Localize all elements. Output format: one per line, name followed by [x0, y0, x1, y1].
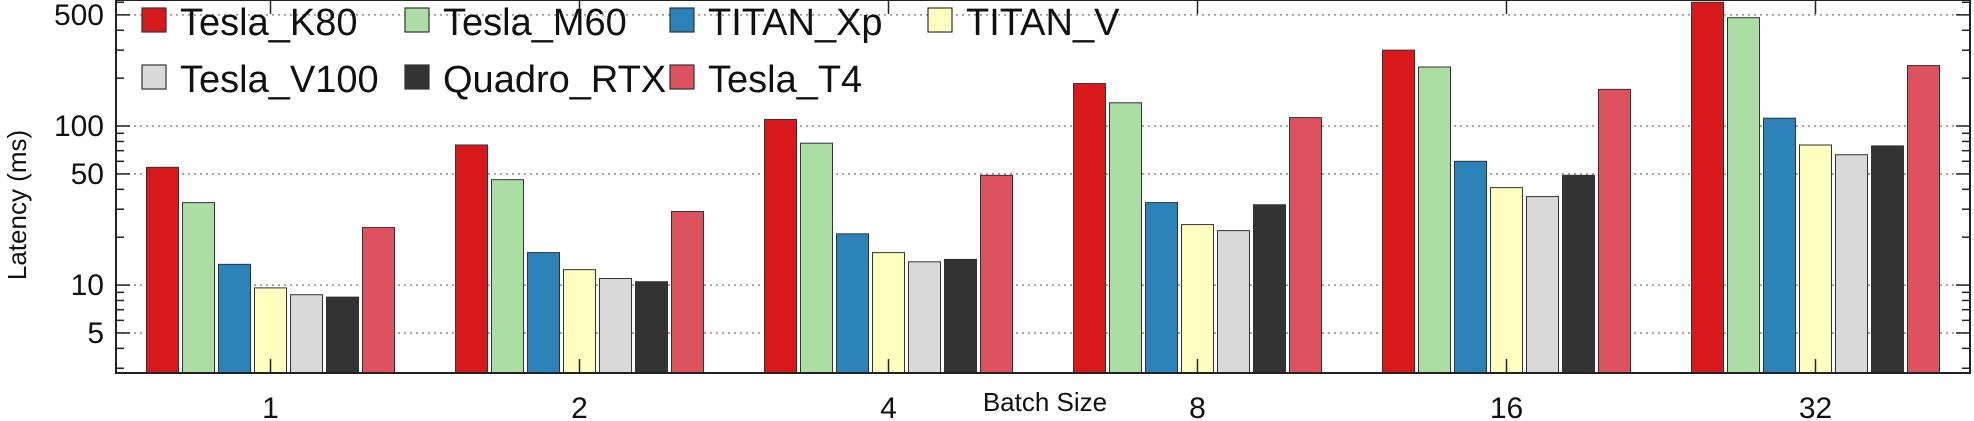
bar-titan-xp-batch-1: [218, 263, 251, 374]
legend: Tesla_K80 Tesla_M60 TITAN_Xp TITAN_V Tesla_V…: [141, 2, 1120, 101]
y-tick-label: 50: [71, 158, 104, 191]
y-axis-title: Latency (ms): [2, 130, 32, 280]
x-tick-label: 4: [880, 392, 897, 421]
x-tick-label: 8: [1189, 392, 1206, 421]
x-tick-label: 16: [1490, 392, 1523, 421]
bars: [146, 1, 1940, 374]
bar-tesla-k80-batch-4: [764, 118, 797, 374]
bar-tesla-v100-batch-2: [599, 277, 632, 374]
bar-tesla-t4-batch-1: [362, 227, 395, 374]
x-tick-label: 1: [262, 392, 279, 421]
bar-tesla-k80-batch-1: [146, 166, 179, 374]
y-tick-label: 10: [71, 269, 104, 302]
bar-titan-xp-batch-2: [527, 252, 560, 374]
bar-titan-xp-batch-4: [836, 233, 869, 374]
legend-item-tesla-m60: Tesla_M60: [404, 2, 627, 44]
bar-quadro-rtx-batch-32: [1871, 145, 1904, 374]
legend-label: Tesla_T4: [708, 59, 862, 101]
bar-tesla-v100-batch-32: [1835, 154, 1868, 374]
bar-tesla-v100-batch-16: [1526, 196, 1559, 374]
bar-tesla-t4-batch-4: [980, 174, 1013, 374]
bar-titan-xp-batch-8: [1145, 202, 1178, 374]
x-tick-labels: 1 2 4 8 16 32: [262, 392, 1832, 421]
legend-item-titan-xp: TITAN_Xp: [669, 2, 883, 44]
legend-label: Tesla_M60: [443, 2, 627, 44]
bar-titan-v-batch-1: [254, 287, 287, 374]
bar-tesla-v100-batch-4: [908, 261, 941, 374]
bar-quadro-rtx-batch-8: [1253, 204, 1286, 374]
bar-titan-v-batch-2: [563, 269, 596, 374]
y-tick-label: 100: [54, 110, 104, 143]
axis-ticks: [116, 0, 1970, 373]
legend-swatch: [141, 7, 167, 33]
bar-tesla-k80-batch-32: [1691, 1, 1724, 374]
plot-frame: [115, 0, 1971, 374]
legend-swatch: [404, 64, 430, 90]
bar-titan-v-batch-4: [872, 252, 905, 374]
legend-swatch: [404, 7, 430, 33]
bar-tesla-v100-batch-8: [1217, 230, 1250, 374]
legend-swatch: [927, 7, 953, 33]
bar-tesla-t4-batch-8: [1289, 117, 1322, 374]
legend-swatch: [669, 7, 695, 33]
bar-titan-xp-batch-32: [1763, 117, 1796, 374]
bar-tesla-m60-batch-16: [1418, 66, 1451, 374]
legend-item-quadro-rtx: Quadro_RTX: [404, 59, 666, 101]
legend-item-tesla-v100: Tesla_V100: [141, 59, 379, 101]
bar-titan-xp-batch-16: [1454, 160, 1487, 374]
bar-tesla-m60-batch-1: [182, 202, 215, 374]
legend-item-tesla-t4: Tesla_T4: [669, 59, 862, 101]
bar-quadro-rtx-batch-16: [1562, 174, 1595, 374]
bar-quadro-rtx-batch-2: [635, 281, 668, 374]
bar-tesla-t4-batch-2: [671, 211, 704, 374]
y-tick-label: 5: [87, 317, 104, 350]
y-tick-labels: 5 10 50 100 500: [54, 0, 104, 350]
legend-label: Tesla_V100: [180, 59, 379, 101]
x-tick-label: 32: [1799, 392, 1832, 421]
legend-label: Tesla_K80: [180, 2, 357, 44]
legend-label: Quadro_RTX: [443, 59, 666, 101]
legend-label: TITAN_Xp: [708, 2, 883, 44]
x-axis-title: Batch Size: [983, 387, 1107, 417]
bar-tesla-t4-batch-32: [1907, 65, 1940, 374]
legend-swatch: [669, 64, 695, 90]
legend-label: TITAN_V: [966, 2, 1120, 44]
legend-item-titan-v: TITAN_V: [927, 2, 1120, 44]
bar-quadro-rtx-batch-1: [326, 296, 359, 374]
bar-tesla-t4-batch-16: [1598, 88, 1631, 374]
bar-tesla-v100-batch-1: [290, 294, 323, 374]
legend-swatch: [141, 64, 167, 90]
bar-titan-v-batch-16: [1490, 187, 1523, 374]
x-tick-label: 2: [571, 392, 588, 421]
bar-tesla-m60-batch-8: [1109, 102, 1142, 374]
bar-tesla-m60-batch-2: [491, 179, 524, 374]
bar-tesla-k80-batch-2: [455, 144, 488, 374]
bar-tesla-k80-batch-8: [1073, 83, 1106, 374]
bar-quadro-rtx-batch-4: [944, 258, 977, 374]
y-tick-label: 500: [54, 0, 104, 32]
bar-tesla-k80-batch-16: [1382, 49, 1415, 374]
legend-item-tesla-k80: Tesla_K80: [141, 2, 357, 44]
bar-titan-v-batch-8: [1181, 224, 1214, 374]
bar-tesla-m60-batch-4: [800, 142, 833, 374]
bar-titan-v-batch-32: [1799, 144, 1832, 374]
bar-tesla-m60-batch-32: [1727, 17, 1760, 374]
